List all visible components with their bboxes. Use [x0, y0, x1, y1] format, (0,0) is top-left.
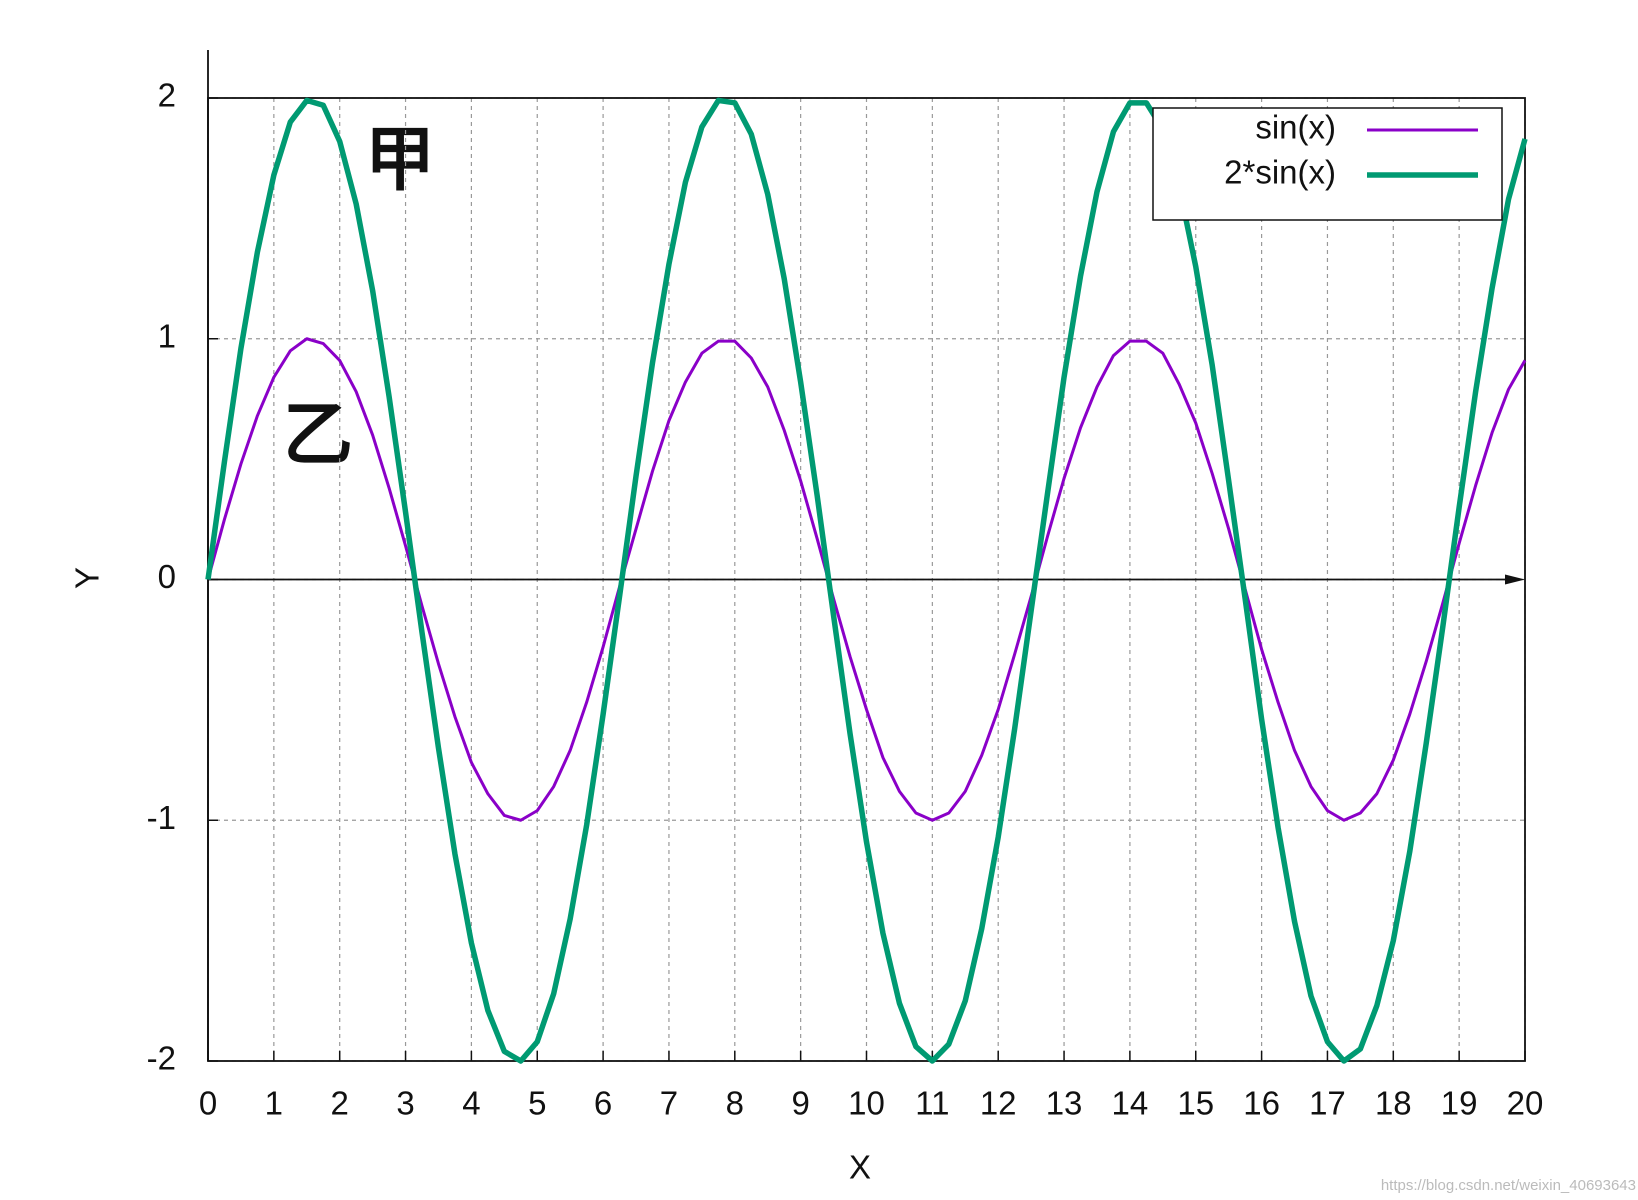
y-axis-label: Y: [69, 567, 106, 589]
x-tick-label: 18: [1375, 1085, 1412, 1122]
x-tick-label: 2: [331, 1085, 349, 1122]
x-tick-label: 3: [396, 1085, 414, 1122]
x-tick-label: 10: [848, 1085, 885, 1122]
axis-arrow: [1505, 574, 1525, 585]
y-tick-label: -1: [147, 799, 176, 836]
legend-box: [1152, 107, 1503, 221]
x-tick-label: 7: [660, 1085, 678, 1122]
x-tick-label: 5: [528, 1085, 546, 1122]
x-tick-label: 8: [726, 1085, 744, 1122]
y-tick-label: 0: [158, 558, 176, 595]
series-line: [206, 337, 1527, 822]
y-tick-label: 2: [158, 77, 176, 114]
series-line: [205, 97, 1528, 1064]
annotation: 甲: [365, 120, 435, 198]
annotation: 乙: [283, 395, 353, 473]
y-tick-label: -2: [147, 1040, 176, 1077]
legend-label: 2*sin(x): [1224, 154, 1336, 191]
x-axis-label: X: [849, 1149, 871, 1186]
x-tick-label: 17: [1309, 1085, 1346, 1122]
x-tick-label: 9: [791, 1085, 809, 1122]
x-tick-label: 1: [265, 1085, 283, 1122]
x-tick-label: 19: [1441, 1085, 1478, 1122]
x-tick-label: 0: [199, 1085, 217, 1122]
legend-label: sin(x): [1255, 109, 1336, 146]
y-tick-label: 1: [158, 317, 176, 354]
x-tick-label: 12: [980, 1085, 1017, 1122]
x-tick-label: 20: [1507, 1085, 1544, 1122]
x-tick-label: 11: [915, 1085, 949, 1122]
x-tick-label: 16: [1243, 1085, 1280, 1122]
x-tick-label: 15: [1177, 1085, 1214, 1122]
x-tick-label: 6: [594, 1085, 612, 1122]
x-tick-label: 13: [1046, 1085, 1083, 1122]
watermark: https://blog.csdn.net/weixin_40693643: [1381, 1177, 1636, 1194]
x-tick-label: 4: [462, 1085, 480, 1122]
x-tick-label: 14: [1112, 1085, 1149, 1122]
